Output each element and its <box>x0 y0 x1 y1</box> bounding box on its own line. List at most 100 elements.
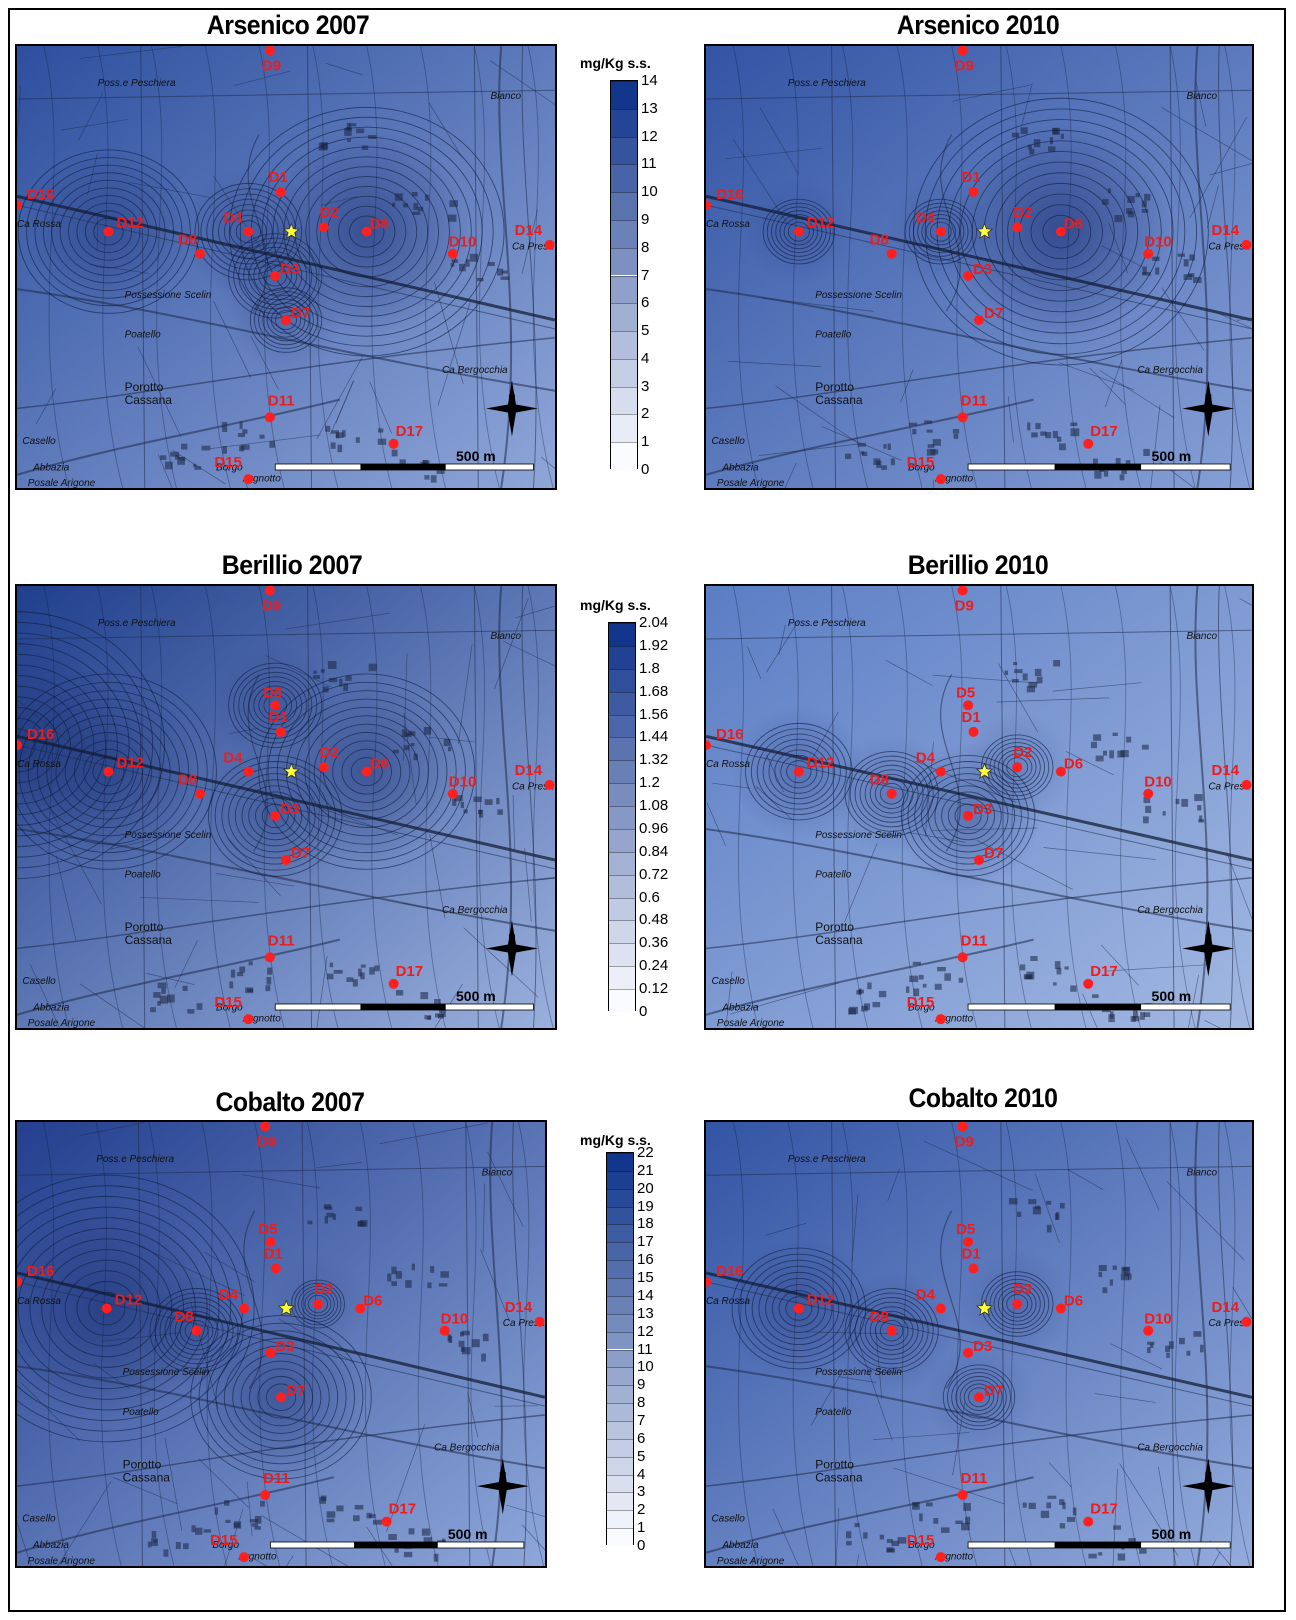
sampling-point-d17[interactable] <box>388 438 399 449</box>
sampling-point-d7[interactable] <box>281 315 291 326</box>
sampling-point-d17[interactable] <box>381 1516 392 1527</box>
sampling-point-d11[interactable] <box>264 952 275 963</box>
sampling-point-d15[interactable] <box>239 1552 250 1563</box>
sampling-point-d7[interactable] <box>974 855 984 866</box>
sampling-point-d15[interactable] <box>243 1014 254 1025</box>
sampling-point-d12[interactable] <box>103 766 114 777</box>
sampling-point-d5[interactable] <box>963 700 974 711</box>
sampling-point-d9[interactable] <box>264 46 275 56</box>
sampling-point-d5[interactable] <box>270 700 281 711</box>
sampling-point-d6[interactable] <box>1055 1303 1066 1314</box>
sampling-point-d8[interactable] <box>886 1325 897 1336</box>
sampling-point-d6[interactable] <box>361 226 372 237</box>
sampling-point-d4[interactable] <box>935 226 946 237</box>
sampling-point-d4[interactable] <box>243 766 254 777</box>
sampling-point-d4[interactable] <box>935 1303 946 1314</box>
sampling-point-d14[interactable] <box>1241 779 1252 790</box>
sampling-point-d16[interactable] <box>706 740 711 751</box>
sampling-point-d11[interactable] <box>260 1489 271 1500</box>
sampling-point-d17[interactable] <box>1083 978 1094 989</box>
sampling-point-d16[interactable] <box>706 200 711 211</box>
sampling-point-d2[interactable] <box>1012 222 1023 233</box>
sampling-point-d3[interactable] <box>963 1347 974 1358</box>
sampling-point-d1[interactable] <box>270 1263 281 1274</box>
sampling-point-d3[interactable] <box>270 810 281 821</box>
sampling-point-d1[interactable] <box>968 186 979 197</box>
sampling-point-d2[interactable] <box>1012 762 1023 773</box>
sampling-point-d2[interactable] <box>318 222 329 233</box>
concentration-map[interactable]: Poss.e Peschiera Ca Rossa Possessione Scel… <box>704 1120 1254 1568</box>
sampling-point-d11[interactable] <box>957 1489 968 1500</box>
sampling-point-d16[interactable] <box>17 200 22 211</box>
sampling-point-d10[interactable] <box>1143 788 1154 799</box>
sampling-point-d4[interactable] <box>243 226 254 237</box>
sampling-point-d14[interactable] <box>534 1316 545 1327</box>
sampling-point-d9[interactable] <box>957 1122 968 1132</box>
sampling-point-d11[interactable] <box>957 952 968 963</box>
sampling-point-d10[interactable] <box>447 248 458 259</box>
sampling-point-d7[interactable] <box>974 1392 984 1403</box>
sampling-point-d3[interactable] <box>265 1347 276 1358</box>
sampling-point-d8[interactable] <box>886 788 897 799</box>
sampling-point-d10[interactable] <box>1143 248 1154 259</box>
sampling-point-d17[interactable] <box>1083 438 1094 449</box>
sampling-point-d3[interactable] <box>270 270 281 281</box>
sampling-point-d9[interactable] <box>957 46 968 56</box>
sampling-point-d12[interactable] <box>793 766 804 777</box>
concentration-map[interactable]: Poss.e Peschiera Ca Rossa Possessione Scel… <box>15 44 557 490</box>
sampling-point-d6[interactable] <box>1055 766 1066 777</box>
sampling-point-d6[interactable] <box>361 766 372 777</box>
sampling-point-d8[interactable] <box>194 788 205 799</box>
concentration-map[interactable]: Poss.e Peschiera Ca Rossa Possessione Scel… <box>15 584 557 1030</box>
sampling-point-d12[interactable] <box>793 226 804 237</box>
sampling-point-d1[interactable] <box>275 726 286 737</box>
sampling-point-d7[interactable] <box>276 1392 286 1403</box>
sampling-point-d17[interactable] <box>388 978 399 989</box>
sampling-point-d14[interactable] <box>544 779 555 790</box>
concentration-map[interactable]: Poss.e Peschiera Ca Rossa Possessione Scel… <box>704 44 1254 490</box>
sampling-point-d14[interactable] <box>1241 239 1252 250</box>
sampling-point-d5[interactable] <box>265 1236 276 1247</box>
sampling-point-d12[interactable] <box>101 1303 112 1314</box>
sampling-point-d15[interactable] <box>935 474 946 485</box>
sampling-point-d1[interactable] <box>968 726 979 737</box>
sampling-point-d10[interactable] <box>439 1325 450 1336</box>
concentration-map[interactable]: Poss.e Peschiera Ca Rossa Possessione Scel… <box>704 584 1254 1030</box>
sampling-point-d7[interactable] <box>974 315 984 326</box>
sampling-point-d5[interactable] <box>963 1236 974 1247</box>
sampling-point-d8[interactable] <box>191 1325 202 1336</box>
sampling-point-d8[interactable] <box>194 248 205 259</box>
sampling-point-d15[interactable] <box>243 474 254 485</box>
sampling-point-d12[interactable] <box>103 226 114 237</box>
sampling-point-d16[interactable] <box>17 740 22 751</box>
sampling-point-d17[interactable] <box>1083 1516 1094 1527</box>
sampling-point-d3[interactable] <box>963 270 974 281</box>
sampling-point-d4[interactable] <box>935 766 946 777</box>
sampling-point-d1[interactable] <box>275 186 286 197</box>
sampling-point-d8[interactable] <box>886 248 897 259</box>
concentration-map[interactable]: Poss.e Peschiera Ca Rossa Possessione Scel… <box>15 1120 547 1568</box>
sampling-point-d15[interactable] <box>935 1014 946 1025</box>
sampling-point-d7[interactable] <box>281 855 291 866</box>
sampling-point-d16[interactable] <box>17 1276 22 1287</box>
sampling-point-d14[interactable] <box>544 239 555 250</box>
sampling-point-d10[interactable] <box>1143 1325 1154 1336</box>
sampling-point-d2[interactable] <box>1012 1299 1023 1310</box>
sampling-point-d16[interactable] <box>706 1276 711 1287</box>
sampling-point-d3[interactable] <box>963 810 974 821</box>
sampling-point-d10[interactable] <box>447 788 458 799</box>
sampling-point-d14[interactable] <box>1241 1316 1252 1327</box>
sampling-point-d1[interactable] <box>968 1263 979 1274</box>
sampling-point-d9[interactable] <box>260 1122 271 1132</box>
sampling-point-d9[interactable] <box>264 586 275 596</box>
sampling-point-d2[interactable] <box>312 1299 323 1310</box>
sampling-point-d15[interactable] <box>935 1552 946 1563</box>
sampling-point-d9[interactable] <box>957 586 968 596</box>
sampling-point-d2[interactable] <box>318 762 329 773</box>
sampling-point-d12[interactable] <box>793 1303 804 1314</box>
sampling-point-d11[interactable] <box>264 412 275 423</box>
sampling-point-d11[interactable] <box>957 412 968 423</box>
sampling-point-d6[interactable] <box>355 1303 366 1314</box>
sampling-point-d4[interactable] <box>239 1303 250 1314</box>
sampling-point-d6[interactable] <box>1055 226 1066 237</box>
